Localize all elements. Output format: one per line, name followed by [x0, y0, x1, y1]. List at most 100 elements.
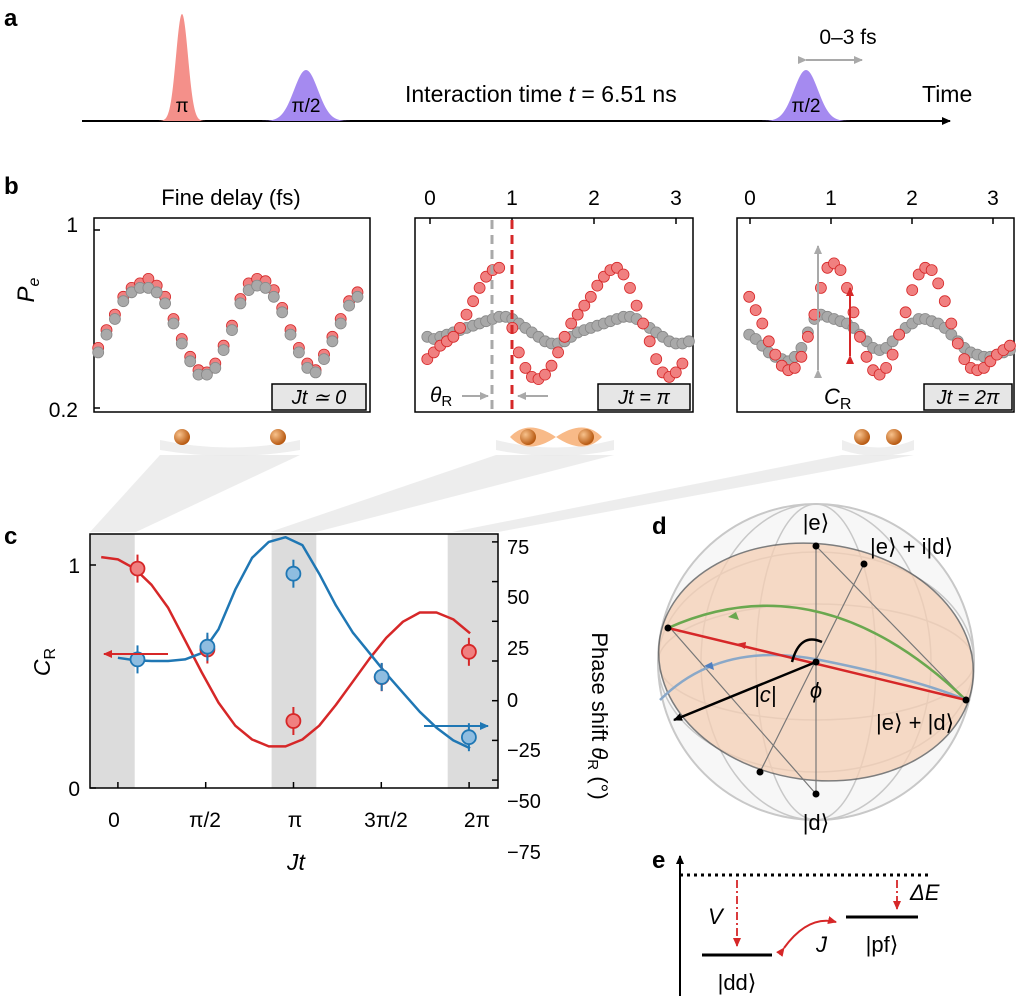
sphere-points [664, 542, 970, 798]
b1-gray-point [267, 290, 280, 303]
b3-red-point [886, 348, 899, 361]
ion-tray-1 [160, 440, 300, 456]
b2-red-point [473, 281, 486, 294]
c-rtick-0: 0 [507, 690, 518, 712]
b3-red-point [925, 264, 938, 277]
c-xtick-2: π [288, 809, 303, 832]
cr-label: CR [824, 384, 851, 413]
b1-gray-point [309, 366, 322, 379]
b1-gray-point [334, 317, 347, 330]
b1-gray-point [259, 281, 272, 294]
interaction-time: Interaction time t = 6.51 ns [405, 81, 677, 107]
b1-label-box [271, 383, 367, 411]
c-rtick-75: 75 [507, 537, 529, 559]
b3-xtick-0: 0 [744, 187, 756, 210]
cr-axis-label: CR [29, 648, 59, 676]
b1-gray-point [167, 317, 180, 330]
panel-c-letter: c [4, 523, 17, 550]
b3-label: Jt = 2π [936, 387, 1000, 409]
b1-gray-point [109, 313, 121, 325]
b3-red-point [860, 350, 873, 363]
b3-scatter [743, 257, 1016, 381]
phase-point [285, 565, 302, 582]
b2-label: Jt = π [617, 387, 670, 409]
b2-red-point [578, 299, 591, 312]
theta-r-label: θR [430, 384, 452, 410]
b2-red-point [539, 368, 551, 381]
c-xtick-3: 3π/2 [364, 809, 408, 832]
b2-red-point [637, 317, 649, 330]
b2-red-point [552, 346, 564, 359]
panel-a-letter: a [4, 5, 18, 32]
ion-2a [520, 429, 536, 445]
b1-gray-point [318, 353, 330, 366]
b2-gray-point [683, 335, 695, 348]
delta-e-label: ΔE [909, 880, 940, 905]
c-xtick-0: 0 [108, 809, 120, 832]
b3-red-point [893, 328, 905, 341]
b3-label-box [923, 383, 1013, 411]
b3-xticks: 0 1 2 3 [744, 187, 999, 210]
phase-point [373, 669, 390, 685]
b3-xtick-3: 3 [987, 187, 999, 210]
pulse-pi-label: π [175, 96, 188, 117]
time-label: Time [922, 81, 972, 107]
phase-curve [117, 535, 471, 750]
e-plus-d-label: |e⟩ + |d⟩ [876, 710, 954, 735]
b1-frame [93, 217, 371, 413]
b1-gray-point [184, 355, 197, 368]
phase-point [199, 638, 216, 655]
b2-red-point [454, 321, 466, 334]
c-rtick-m25: −25 [507, 740, 541, 762]
b3-red-point [769, 348, 782, 361]
phi-arc [790, 638, 823, 663]
panel-d-letter: d [652, 513, 667, 540]
ion-2b [578, 429, 594, 445]
panel-b: b Pe 1 0.2 Fine delay (fs) 0 1 2 3 0 1 2… [4, 173, 1016, 532]
b2-red-point [467, 295, 480, 308]
b2-xtick-2: 2 [588, 187, 600, 210]
c-xtick-4: 2π [464, 809, 490, 832]
green-arrowhead [728, 612, 739, 620]
b2-xticks: 0 1 2 3 [424, 187, 682, 210]
b3-xtick-1: 1 [825, 187, 837, 210]
c-magnitude-label: |c| [754, 682, 776, 707]
b3-red-point [1004, 339, 1016, 352]
c-rtick-m50: −50 [507, 791, 541, 813]
red-arrowhead [736, 642, 746, 649]
b1-gray-point [159, 297, 172, 310]
b1-gray-point [100, 328, 113, 341]
panel-c: c 0 1 CR 75 50 25 0 −25 −50 −75 Phase sh… [4, 523, 612, 875]
c-rtick-m75: −75 [507, 842, 541, 864]
blue-arrowhead [704, 662, 714, 670]
sphere-guide-lines [671, 545, 967, 795]
c-xticks: 0 π/2 π 3π/2 2π [108, 809, 490, 832]
b3-red-point [945, 317, 958, 330]
b2-red-point [584, 290, 597, 303]
pi-pulse [158, 14, 206, 121]
half-pi-pulse-2 [758, 70, 854, 121]
ytick-1: 1 [66, 214, 78, 237]
contrast-point [129, 560, 146, 577]
b3-red-point [795, 350, 808, 363]
shaded-band-3 [447, 534, 498, 788]
phi-label: ϕ [810, 678, 822, 703]
b2-red-point [669, 366, 682, 379]
b2-red-point [493, 261, 506, 274]
b3-red-point [958, 353, 971, 366]
b2-red-point [460, 308, 473, 321]
shaded-band-1 [90, 534, 135, 788]
ion-1a [174, 429, 190, 445]
zoom-wedge-2 [270, 455, 614, 532]
fine-delay-title: Fine delay (fs) [161, 185, 300, 210]
b2-red-point [512, 346, 525, 359]
c-ytick-0: 0 [68, 778, 80, 801]
ion-3a [854, 429, 870, 445]
ion-1b [270, 429, 286, 445]
pe-axis-label: Pe [13, 277, 43, 302]
e-plus-id-label: |e⟩ + i|d⟩ [870, 534, 953, 559]
blue-trajectory [659, 653, 967, 702]
green-trajectory [667, 604, 967, 701]
zoom-wedge-3 [452, 455, 914, 532]
